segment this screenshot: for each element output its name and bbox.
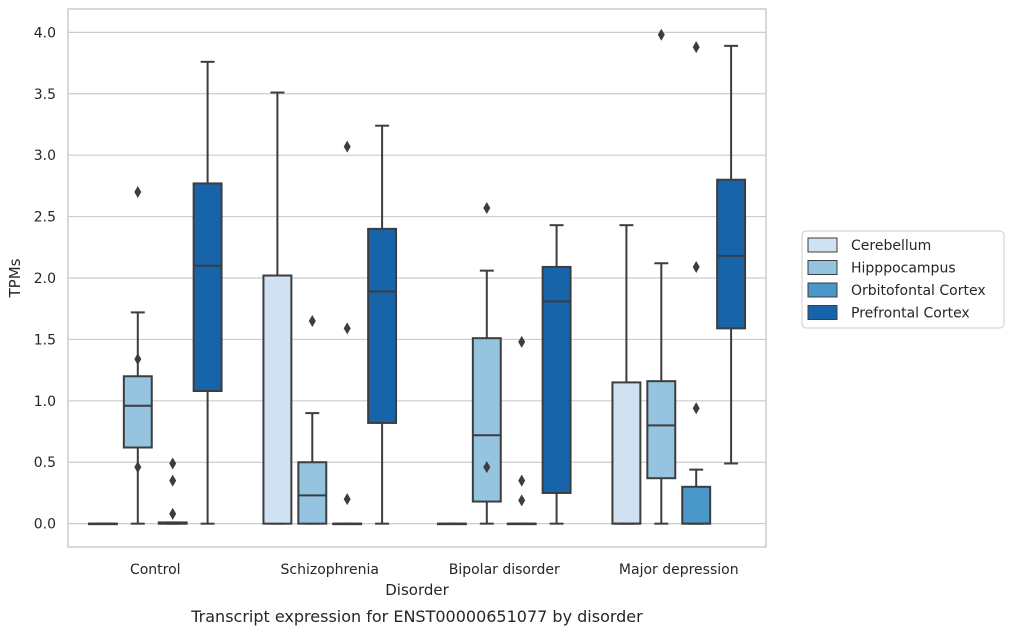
plot-frame (67, 8, 767, 548)
outlier-point (692, 41, 700, 54)
box-plot (611, 224, 642, 525)
y-tick-label: 0.0 (34, 517, 56, 533)
y-tick-label: 3.0 (34, 148, 56, 164)
outlier-point (134, 186, 142, 199)
outlier-point (169, 507, 177, 520)
box-plot (367, 124, 398, 525)
y-tick-label: 2.0 (34, 271, 56, 287)
y-tick-label: 3.5 (34, 87, 56, 103)
box-plot (297, 314, 328, 525)
box-plot (471, 201, 502, 525)
box (297, 461, 328, 525)
box-plot (157, 457, 188, 525)
x-tick-label: Major depression (619, 562, 739, 578)
y-tick-label: 2.5 (34, 210, 56, 226)
chart-caption: Transcript expression for ENST0000065107… (190, 607, 643, 626)
outlier-point (518, 474, 526, 487)
legend-entry: Hipppocampus (851, 261, 956, 277)
outlier-point (483, 201, 491, 214)
box (716, 178, 747, 330)
outlier-point (169, 457, 177, 470)
box (681, 485, 712, 525)
y-tick-label: 0.5 (34, 455, 56, 471)
x-tick-label: Bipolar disorder (449, 562, 560, 578)
x-tick-label: Control (130, 562, 181, 578)
outlier-point (343, 322, 351, 335)
box-plot (541, 224, 572, 525)
outlier-point (657, 28, 665, 41)
legend: Cerebellum Hipppocampus Orbitofontal Corte… (801, 230, 1005, 329)
legend-swatch (807, 260, 838, 275)
box (646, 380, 677, 480)
gridlines (68, 31, 766, 525)
x-tick-label: Schizophrenia (281, 562, 379, 578)
y-axis-label: TPMs (6, 258, 24, 298)
box (262, 274, 293, 525)
box-plots (87, 28, 747, 526)
box (367, 227, 398, 424)
outlier-point (518, 494, 526, 507)
outlier-point (692, 402, 700, 415)
box (541, 265, 572, 494)
outlier-point (308, 314, 316, 327)
y-tick-label: 1.5 (34, 332, 56, 348)
box (611, 381, 642, 525)
legend-frame (801, 230, 1005, 329)
y-tick-label: 4.0 (34, 25, 56, 41)
box-plot (646, 28, 677, 525)
outlier-point (343, 493, 351, 506)
legend-swatch (807, 237, 838, 253)
outlier-point (134, 461, 142, 474)
box-plot (122, 186, 153, 525)
box-plot (87, 522, 118, 526)
outlier-point (518, 335, 526, 348)
legend-swatch (807, 305, 838, 320)
y-tick-labels: 0.0 0.5 1.0 1.5 2.0 2.5 3.0 3.5 4.0 (34, 25, 56, 532)
box-plot (716, 44, 747, 465)
legend-entry: Orbitofontal Cortex (851, 283, 986, 299)
box-plot (192, 60, 223, 525)
outlier-point (134, 353, 142, 366)
x-tick-labels: Control Schizophrenia Bipolar disorder Majo… (130, 562, 739, 578)
outlier-point (169, 474, 177, 487)
legend-entry: Cerebellum (851, 238, 931, 254)
box-plot (262, 91, 293, 525)
outlier-point (483, 461, 491, 474)
legend-entry: Prefrontal Cortex (851, 306, 970, 322)
outlier-point (343, 140, 351, 153)
legend-swatch (807, 282, 838, 298)
y-tick-label: 1.0 (34, 394, 56, 410)
box (122, 375, 153, 449)
box-plot (681, 41, 712, 525)
outlier-point (692, 260, 700, 273)
box-plot (506, 335, 537, 526)
x-axis-label: Disorder (385, 581, 449, 599)
box (471, 337, 502, 503)
box-plot (436, 522, 467, 526)
box-plot (332, 140, 363, 526)
box (192, 182, 223, 393)
